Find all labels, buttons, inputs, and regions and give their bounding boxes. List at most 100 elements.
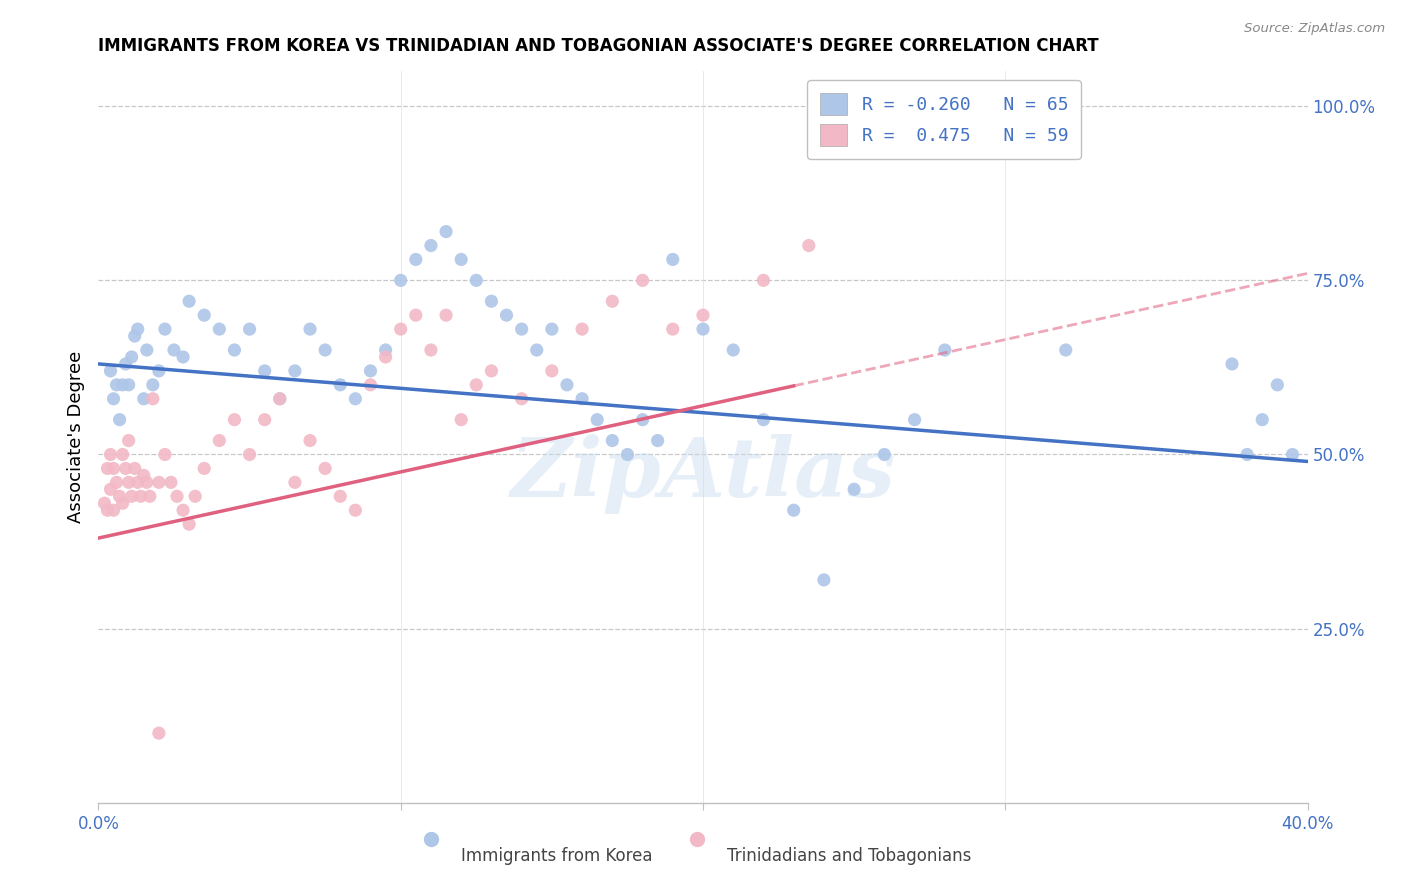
Point: [631, 412, 654, 426]
Text: IMMIGRANTS FROM KOREA VS TRINIDADIAN AND TOBAGONIAN ASSOCIATE'S DEGREE CORRELATI: IMMIGRANTS FROM KOREA VS TRINIDADIAN AND…: [98, 37, 1099, 54]
Point: [96, 461, 118, 475]
Point: [481, 294, 503, 309]
Point: [132, 392, 155, 406]
Point: [103, 503, 125, 517]
Point: [405, 308, 427, 322]
Point: [103, 392, 125, 406]
Point: [1236, 448, 1258, 462]
Point: [374, 343, 396, 357]
Point: [450, 252, 472, 267]
Point: [100, 483, 122, 497]
Point: [1267, 377, 1289, 392]
Point: [148, 364, 170, 378]
Point: [269, 392, 291, 406]
Point: [127, 322, 149, 336]
Point: [93, 496, 115, 510]
Point: [783, 503, 806, 517]
Point: [239, 322, 262, 336]
Point: [208, 434, 231, 448]
Point: [269, 392, 291, 406]
Point: [299, 322, 322, 336]
Point: [135, 475, 157, 490]
Point: [135, 343, 157, 357]
Point: [692, 322, 714, 336]
Point: [602, 294, 624, 309]
Point: [108, 489, 131, 503]
Text: Trinidadians and Tobagonians: Trinidadians and Tobagonians: [727, 847, 972, 864]
Text: ZipAtlas: ZipAtlas: [510, 434, 896, 514]
Point: [163, 343, 186, 357]
Point: [934, 343, 956, 357]
Text: Immigrants from Korea: Immigrants from Korea: [461, 847, 652, 864]
Point: [450, 412, 472, 426]
Point: [465, 377, 488, 392]
Point: [510, 322, 533, 336]
Point: [813, 573, 835, 587]
Point: [329, 377, 352, 392]
Point: [193, 308, 215, 322]
Point: [434, 308, 457, 322]
Point: [314, 343, 336, 357]
Point: [224, 343, 246, 357]
Point: [526, 343, 548, 357]
Point: [374, 350, 396, 364]
Point: [148, 726, 170, 740]
Point: [344, 503, 367, 517]
Point: [139, 489, 162, 503]
Point: [481, 364, 503, 378]
Point: [153, 448, 176, 462]
Text: Source: ZipAtlas.com: Source: ZipAtlas.com: [1244, 22, 1385, 36]
Point: [132, 468, 155, 483]
Point: [114, 357, 136, 371]
Point: [389, 273, 412, 287]
Point: [360, 364, 382, 378]
Point: [360, 377, 382, 392]
Point: [100, 448, 122, 462]
Point: [284, 364, 307, 378]
Point: [127, 475, 149, 490]
Point: [253, 364, 276, 378]
Point: [100, 364, 122, 378]
Point: [224, 412, 246, 426]
Point: [647, 434, 669, 448]
Point: [420, 343, 443, 357]
Point: [586, 412, 609, 426]
Point: [160, 475, 183, 490]
Point: [723, 343, 745, 357]
Point: [124, 329, 146, 343]
Point: [142, 392, 165, 406]
Point: [434, 225, 457, 239]
Point: [555, 377, 578, 392]
Point: [571, 322, 593, 336]
Point: [179, 294, 201, 309]
Point: [873, 448, 896, 462]
Point: [96, 503, 118, 517]
Y-axis label: Associate's Degree: Associate's Degree: [66, 351, 84, 524]
Point: [111, 448, 134, 462]
Point: [208, 322, 231, 336]
Point: [118, 377, 141, 392]
Point: [797, 238, 820, 252]
Point: [540, 364, 562, 378]
Point: [465, 273, 488, 287]
Point: [299, 434, 322, 448]
Point: [153, 322, 176, 336]
Point: [166, 489, 188, 503]
Point: [1281, 448, 1303, 462]
Point: [148, 475, 170, 490]
Point: [284, 475, 307, 490]
Point: [844, 483, 866, 497]
Point: [142, 377, 165, 392]
Point: [344, 392, 367, 406]
Point: [1251, 412, 1274, 426]
Point: [752, 412, 775, 426]
Point: [602, 434, 624, 448]
Point: [121, 350, 143, 364]
Point: [540, 322, 562, 336]
Point: [105, 475, 128, 490]
Point: [111, 377, 134, 392]
Point: [692, 308, 714, 322]
Point: [631, 273, 654, 287]
Point: [571, 392, 593, 406]
Point: [239, 448, 262, 462]
